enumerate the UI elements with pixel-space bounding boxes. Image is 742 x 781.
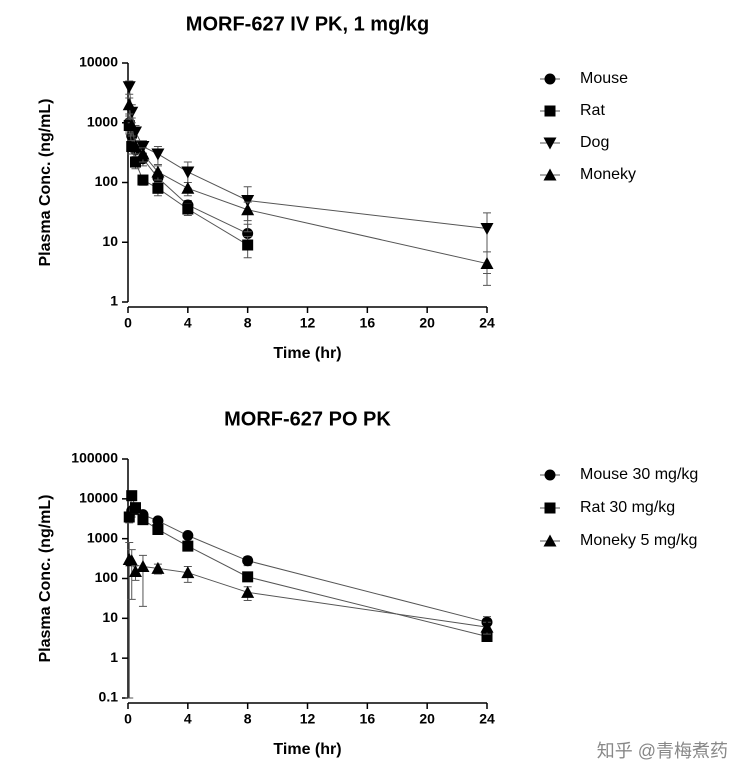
marker (137, 174, 149, 186)
series-line (128, 495, 488, 637)
marker (122, 81, 136, 94)
marker (129, 156, 141, 168)
x-tick-label: 24 (479, 315, 495, 331)
legend-marker (543, 168, 557, 181)
marker (481, 630, 493, 642)
marker (126, 141, 138, 153)
legend-marker (543, 534, 557, 547)
marker (242, 571, 254, 583)
x-tick-label: 16 (360, 711, 376, 727)
marker (480, 257, 494, 270)
legend-marker (544, 469, 556, 481)
series-line (129, 559, 488, 628)
legend-label: Rat (580, 102, 605, 119)
x-tick-label: 8 (244, 711, 252, 727)
marker (126, 490, 138, 502)
x-tick-label: 16 (360, 315, 376, 331)
x-tick-label: 0 (124, 711, 132, 727)
legend-marker (543, 137, 557, 150)
y-tick-label: 10 (102, 609, 118, 625)
marker (125, 554, 139, 567)
series-line (131, 508, 488, 623)
legend-label: Moneky (580, 166, 636, 183)
marker (181, 566, 195, 579)
marker (241, 585, 255, 598)
y-tick-label: 0.1 (99, 689, 119, 705)
marker (152, 523, 164, 535)
series-line (128, 104, 488, 265)
y-axis-label: Plasma Conc. (ng/mL) (37, 98, 54, 266)
y-axis-label: Plasma Conc. (ng/mL) (37, 494, 54, 662)
error-bar (125, 542, 134, 699)
y-tick-label: 1000 (87, 529, 118, 545)
legend-label: Mouse 30 mg/kg (580, 466, 698, 483)
chart-title: MORF-627 IV PK, 1 mg/kg (186, 13, 429, 35)
marker (123, 511, 135, 523)
y-tick-label: 1 (110, 649, 118, 665)
x-tick-label: 20 (419, 711, 435, 727)
marker (182, 540, 194, 552)
x-tick-label: 0 (124, 315, 132, 331)
marker (128, 564, 142, 577)
legend-marker (544, 105, 556, 117)
x-tick-label: 24 (479, 711, 495, 727)
marker (181, 166, 195, 179)
marker (128, 140, 142, 153)
x-tick-label: 4 (184, 315, 192, 331)
marker (151, 148, 165, 161)
x-axis-label: Time (hr) (273, 741, 341, 758)
y-tick-label: 100000 (71, 450, 118, 466)
marker (182, 203, 194, 215)
marker (480, 222, 494, 235)
marker (136, 560, 150, 573)
y-tick-label: 1000 (87, 113, 118, 129)
x-tick-label: 20 (419, 315, 435, 331)
marker (137, 514, 149, 526)
marker (181, 181, 195, 194)
y-tick-label: 10 (102, 233, 118, 249)
y-tick-label: 10000 (79, 54, 118, 70)
marker (241, 194, 255, 207)
y-tick-label: 100 (95, 173, 119, 189)
x-tick-label: 8 (244, 315, 252, 331)
marker (152, 182, 164, 194)
legend-label: Moneky 5 mg/kg (580, 532, 697, 549)
x-tick-label: 12 (300, 711, 316, 727)
marker (136, 141, 150, 154)
x-axis-label: Time (hr) (273, 345, 341, 362)
marker (136, 147, 150, 160)
x-tick-label: 12 (300, 315, 316, 331)
marker (182, 530, 194, 542)
marker (151, 561, 165, 574)
legend-label: Mouse (580, 70, 628, 87)
marker (125, 118, 139, 131)
legend-label: Dog (580, 134, 609, 151)
marker (151, 165, 165, 178)
marker (242, 555, 254, 567)
marker (241, 203, 255, 216)
legend-label: Rat 30 mg/kg (580, 499, 675, 516)
marker (242, 239, 254, 251)
legend-marker (544, 73, 556, 85)
marker (480, 620, 494, 633)
y-tick-label: 10000 (79, 490, 118, 506)
chart-title: MORF-627 PO PK (224, 408, 391, 430)
marker (122, 98, 136, 111)
y-tick-label: 1 (110, 293, 118, 309)
marker (152, 515, 164, 527)
x-tick-label: 4 (184, 711, 192, 727)
marker (129, 502, 141, 514)
watermark: 知乎 @青梅煮药 (597, 741, 728, 761)
legend-marker (544, 502, 556, 514)
y-tick-label: 100 (95, 569, 119, 585)
